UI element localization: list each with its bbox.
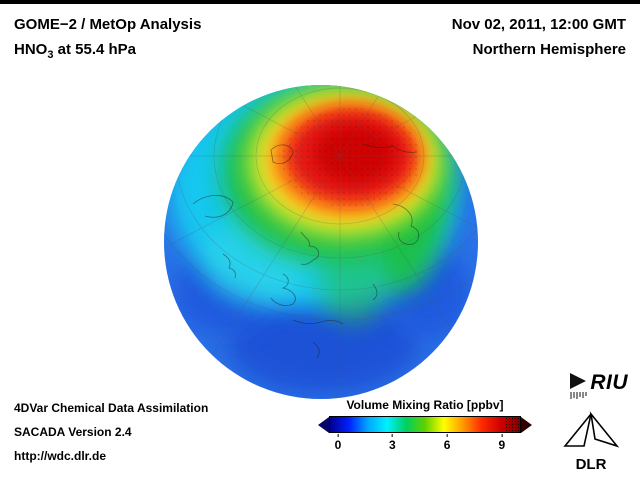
coastlines (192, 143, 420, 359)
colorbar-gradient (329, 416, 521, 433)
figure-footer: 4DVar Chemical Data Assimilation SACADA … (14, 396, 208, 468)
stipple-overlay (281, 108, 421, 208)
colorbar-tick-6: 6 (444, 434, 451, 452)
colorbar-right-arrow (521, 416, 532, 433)
field-dark-blue-south (228, 298, 418, 394)
footer-url: http://wdc.dlr.de (14, 449, 106, 463)
subtitle-species: HNO (14, 41, 48, 58)
figure-header-left: GOME−2 / MetOp Analysis HNO3 at 55.4 hPa (14, 12, 201, 68)
dlr-logo: DLR (558, 408, 624, 473)
figure-title: GOME−2 / MetOp Analysis (14, 16, 202, 33)
colorbar: Volume Mixing Ratio [ppbv] 0 3 6 9 (318, 398, 532, 452)
colorbar-tick-9: 9 (498, 434, 505, 452)
colorbar-scale: 0 3 6 9 (329, 434, 521, 452)
subtitle-subscript: 3 (47, 49, 54, 61)
colorbar-tick-0: 0 (335, 434, 342, 452)
top-border (0, 0, 640, 4)
subtitle-level: at 55.4 hPa (53, 41, 137, 58)
footer-assimilation: 4DVar Chemical Data Assimilation (14, 401, 209, 415)
colorbar-row (318, 416, 532, 433)
globe-plot (164, 85, 478, 399)
colorbar-tick-3: 3 (389, 434, 396, 452)
riu-logo: RIU (568, 372, 628, 400)
figure-region: Northern Hemisphere (472, 41, 626, 58)
riu-logo-text: RIU (590, 371, 628, 394)
figure-header-right: Nov 02, 2011, 12:00 GMT Northern Hemisph… (452, 12, 626, 62)
figure-subtitle: HNO3 at 55.4 hPa (14, 37, 201, 68)
colorbar-title: Volume Mixing Ratio [ppbv] (346, 398, 504, 412)
riu-triangle-icon (570, 373, 587, 399)
hemisphere-map (163, 84, 479, 400)
dlr-logo-text: DLR (575, 456, 607, 473)
figure-datetime: Nov 02, 2011, 12:00 GMT (451, 16, 626, 33)
footer-version: SACADA Version 2.4 (14, 425, 132, 439)
colorbar-over-range-hatch (504, 417, 520, 432)
dlr-emblem-icon (563, 411, 620, 448)
field-green-patch-europe (319, 244, 387, 324)
colorbar-left-arrow (318, 416, 329, 433)
